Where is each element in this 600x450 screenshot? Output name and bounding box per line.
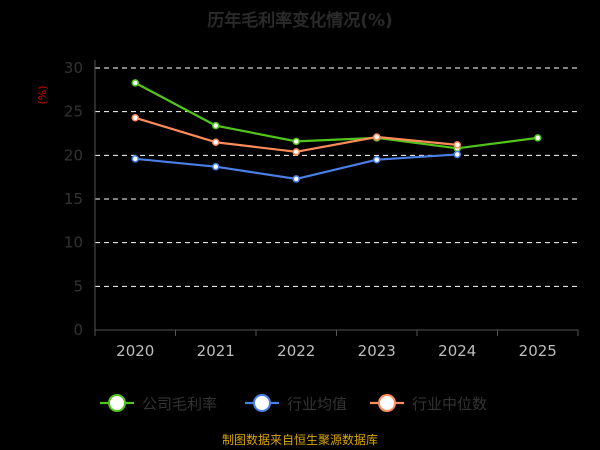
y-tick-label: 20	[64, 146, 83, 164]
data-point-1-2024	[453, 150, 461, 159]
data-point-1-2023	[373, 155, 381, 164]
series-0	[131, 79, 542, 153]
data-point-1-2021	[212, 162, 220, 171]
x-tick-label-2020: 2020	[116, 342, 154, 360]
legend-label-2: 行业中位数	[412, 395, 487, 413]
legend-item-0[interactable]: 公司毛利率	[100, 394, 217, 413]
data-point-1-2020	[131, 155, 139, 163]
data-point-2-2024	[453, 141, 461, 149]
legend-marker-1	[253, 394, 271, 412]
legend-label-1: 行业均值	[287, 395, 347, 413]
data-point-2-2022	[292, 148, 300, 156]
data-point-0-2020	[131, 79, 139, 87]
data-point-0-2022	[292, 137, 300, 146]
data-point-2-2021	[212, 138, 220, 146]
y-tick-label: 0	[73, 321, 83, 339]
x-tick-label-2022: 2022	[277, 342, 315, 360]
y-tick-label: 10	[64, 234, 83, 252]
series-layer	[131, 79, 542, 183]
legend-label-0: 公司毛利率	[142, 395, 217, 413]
data-point-0-2025	[534, 134, 542, 142]
x-tick-label-2025: 2025	[519, 342, 557, 360]
y-tick-label: 15	[64, 190, 83, 208]
series-line-0	[134, 81, 538, 150]
x-tick-label-2023: 2023	[358, 342, 396, 360]
source-note: 制图数据来自恒生聚源数据库	[222, 432, 378, 447]
y-tick-label: 30	[64, 59, 83, 77]
data-point-1-2022	[292, 175, 300, 183]
legend: 公司毛利率 行业均值 行业中位数	[100, 394, 487, 413]
series-line-2	[134, 116, 458, 153]
series-2	[131, 114, 461, 156]
series-1	[131, 150, 461, 183]
y-tick-label: 5	[73, 277, 83, 295]
data-point-2-2020	[131, 114, 139, 122]
y-axis-unit-label: (%)	[36, 85, 49, 104]
legend-marker-2	[378, 394, 396, 412]
legend-marker-0	[108, 394, 126, 412]
data-point-0-2021	[212, 121, 220, 130]
y-tick-label: 25	[64, 103, 83, 121]
chart-title: 历年毛利率变化情况(%)	[207, 10, 393, 31]
data-point-2-2023	[373, 133, 381, 141]
x-tick-label-2021: 2021	[197, 342, 235, 360]
legend-item-1[interactable]: 行业均值	[245, 394, 347, 413]
legend-item-2[interactable]: 行业中位数	[370, 394, 487, 413]
x-tick-label-2024: 2024	[438, 342, 476, 360]
